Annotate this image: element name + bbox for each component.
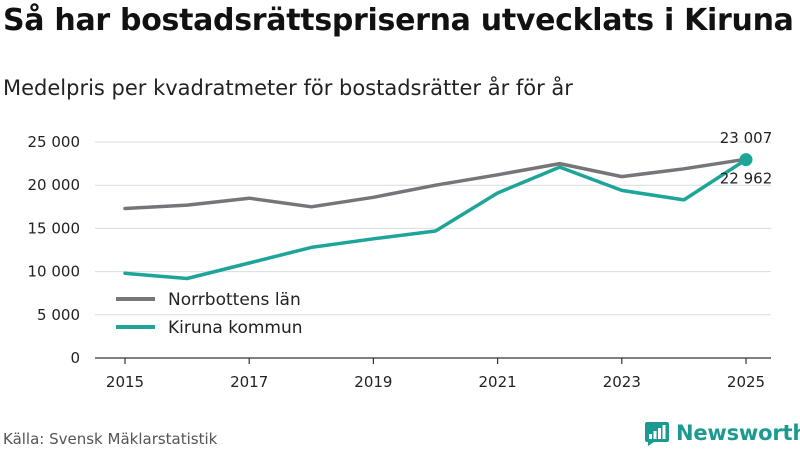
end-label-kiruna: 22 962	[720, 170, 773, 188]
series-line-kiruna	[123, 157, 748, 281]
x-tick-label: 2025	[727, 373, 765, 391]
axis-layer: 0 5 000 10 000 15 000 20 000 25 000 2015 2017 20…	[28, 133, 771, 391]
end-point-kiruna	[739, 153, 753, 167]
end-label-norrbotten: 23 007	[720, 129, 773, 147]
y-tick-label: 10 000	[28, 263, 81, 281]
label-layer: 23 007 22 962	[720, 129, 773, 187]
source-note: Källa: Svensk Mäklarstatistik	[3, 430, 218, 448]
series-layer	[123, 153, 753, 281]
x-tick-label: 2019	[354, 373, 392, 391]
y-tick-label: 15 000	[28, 219, 81, 237]
brand-name: Newsworthy	[676, 421, 800, 445]
chart-subtitle: Medelpris per kvadratmeter för bostadsrä…	[3, 76, 573, 100]
x-tick-label: 2015	[106, 373, 144, 391]
legend: Norrbottens län Kiruna kommun	[116, 290, 303, 338]
series-line-norrbotten	[123, 157, 748, 211]
legend-label-kiruna: Kiruna kommun	[168, 318, 303, 338]
x-tick-label: 2017	[230, 373, 268, 391]
legend-label-norrbotten: Norrbottens län	[168, 290, 301, 310]
chart-title: Så har bostadsrättspriserna utvecklats i…	[3, 3, 794, 38]
x-tick-label: 2021	[479, 373, 517, 391]
y-tick-label: 20 000	[28, 176, 81, 194]
y-tick-label: 25 000	[28, 133, 81, 151]
y-tick-label: 0	[70, 349, 80, 367]
y-tick-label: 5 000	[37, 306, 80, 324]
x-tick-label: 2023	[603, 373, 641, 391]
grid-layer	[95, 141, 771, 316]
brand-logo: Newsworthy	[644, 420, 800, 446]
newsworthy-logo-icon	[645, 422, 669, 446]
